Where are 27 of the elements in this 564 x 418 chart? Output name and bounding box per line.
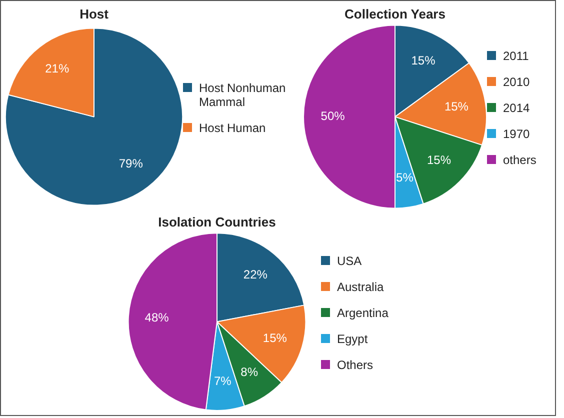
chart-title: Collection Years	[344, 6, 446, 22]
legend-label: USA	[337, 254, 362, 268]
data-label: 15%	[444, 99, 469, 114]
data-label: 15%	[411, 54, 436, 68]
data-label: 5%	[396, 170, 414, 185]
legend-label: 2010	[503, 75, 530, 89]
legend-label: Egypt	[337, 332, 368, 346]
legend-label: Host Human	[199, 121, 266, 135]
data-label: 48%	[144, 310, 170, 324]
data-label: 15%	[262, 330, 288, 345]
data-label: 22%	[243, 268, 268, 282]
legend-label: 2011	[503, 49, 529, 63]
legend-label: 1970	[503, 127, 530, 141]
data-label: 21%	[45, 62, 70, 76]
data-label: 8%	[240, 365, 258, 380]
chart-title: Isolation Countries	[158, 214, 276, 230]
legend-label: Others	[337, 358, 374, 372]
legend-label: Host Nonhuman Mammal	[199, 81, 287, 109]
data-label: 15%	[426, 153, 452, 168]
chart-title: Host	[80, 6, 110, 22]
legend-label: 2014	[503, 101, 530, 115]
data-label: 50%	[320, 109, 346, 124]
legend-label: others	[503, 153, 536, 167]
data-label: 79%	[118, 156, 144, 171]
legend-label: Argentina	[337, 306, 388, 320]
legend-label: Australia	[337, 280, 384, 294]
data-label: 7%	[214, 374, 232, 388]
